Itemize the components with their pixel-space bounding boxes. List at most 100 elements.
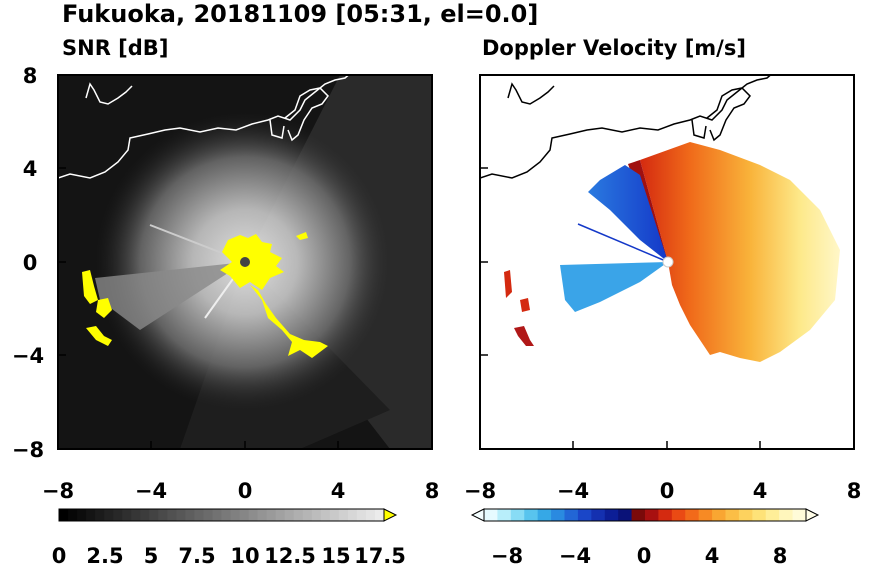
snr-west-beam (95, 262, 245, 330)
doppler-colorbar-segment (510, 509, 525, 521)
snr-cb-tick: 12.5 (264, 544, 316, 568)
snr-colorbar-segment (95, 509, 105, 521)
doppler-plot-area (480, 75, 854, 449)
snr-cb-tick: 15 (321, 544, 350, 568)
doppler-colorbar-segment (537, 509, 552, 521)
snr-high-west-2 (96, 298, 112, 318)
doppler-colorbar-labels: −8 −4 0 4 8 (491, 544, 787, 568)
snr-colorbar-segment (203, 509, 213, 521)
snr-cb-tick: 7.5 (178, 544, 215, 568)
doppler-beam-line (577, 223, 669, 263)
doppler-colorbar-segment (685, 509, 700, 521)
snr-xtick: 8 (425, 479, 440, 503)
snr-colorbar-segment (176, 509, 186, 521)
doppler-west-echo-1 (504, 270, 512, 298)
snr-colorbar-segment (230, 509, 241, 521)
snr-xtick: −4 (135, 479, 167, 503)
doppler-colorbar-frame (483, 508, 807, 522)
snr-panel-title: SNR [dB] (62, 36, 169, 60)
snr-colorbar-segment (68, 509, 78, 521)
doppler-colorbar-segment (712, 509, 726, 521)
snr-colorbar-segment (329, 509, 340, 521)
snr-xtick: 4 (331, 479, 346, 503)
snr-colorbar-segment (212, 509, 222, 521)
snr-high-west-3 (86, 326, 112, 346)
doppler-colorbar-segment (671, 509, 686, 521)
doppler-colorbar-segment (591, 509, 606, 521)
snr-cb-tick: 17.5 (354, 544, 406, 568)
snr-high-north (296, 232, 308, 240)
snr-colorbar-segment (59, 509, 69, 521)
doppler-panel-title: Doppler Velocity [m/s] (482, 36, 746, 60)
snr-axis-ticks (57, 74, 433, 450)
snr-radar-site (240, 257, 250, 267)
doppler-xtick: −4 (557, 479, 589, 503)
doppler-colorbar-segment (577, 509, 592, 521)
doppler-colorbar-segment (765, 509, 780, 521)
snr-colorbar-segment (104, 509, 114, 521)
snr-colorbar-segment (338, 509, 349, 521)
doppler-colorbar-segment (752, 509, 767, 521)
doppler-xtick: 4 (753, 479, 768, 503)
doppler-colorbar-segment (551, 509, 565, 521)
snr-colorbar-segment (149, 509, 159, 521)
snr-ytick: 4 (23, 157, 38, 181)
doppler-cb-tick: 4 (705, 544, 720, 568)
snr-colorbar-segment (284, 509, 295, 521)
snr-xtick: 0 (238, 479, 253, 503)
snr-y-tick-labels: 8 4 0 −4 −8 (12, 64, 44, 462)
snr-colorbar-segment (77, 509, 87, 521)
doppler-colorbar-segment (524, 509, 539, 521)
doppler-xtick: 8 (847, 479, 862, 503)
snr-colorbar-segment (194, 509, 204, 521)
snr-xtick: −8 (42, 479, 74, 503)
snr-high-west-1 (82, 270, 98, 304)
snr-coastline (58, 75, 350, 179)
doppler-colorbar-extend-max (805, 508, 820, 522)
snr-colorbar-segment (374, 509, 385, 521)
doppler-radar-site (662, 256, 674, 268)
snr-colorbar-segment (347, 509, 358, 521)
snr-ytick: −4 (12, 344, 44, 368)
doppler-receding-region (640, 142, 840, 362)
doppler-west-echo-3 (514, 326, 534, 346)
doppler-x-tick-labels: −8 −4 0 4 8 (464, 479, 861, 503)
snr-colorbar-segment (320, 509, 331, 521)
snr-high-core (220, 234, 284, 290)
doppler-approaching-west (560, 262, 668, 312)
snr-colorbar-segment (257, 509, 268, 521)
snr-high-southeast (250, 285, 328, 358)
snr-ytick: 8 (23, 64, 38, 88)
snr-colorbar-segment (356, 509, 367, 521)
snr-colorbar-segment (293, 509, 304, 521)
doppler-xtick: 0 (660, 479, 675, 503)
snr-x-tick-labels: −8 −4 0 4 8 (42, 479, 439, 503)
snr-ytick: 0 (23, 251, 38, 275)
snr-colorbar-segment (221, 509, 232, 521)
snr-colorbar-extend-max (383, 508, 398, 522)
snr-colorbar-segment (185, 509, 195, 521)
snr-colorbar-segment (167, 509, 177, 521)
snr-cb-tick: 0 (52, 544, 67, 568)
snr-colorbar-segment (365, 509, 376, 521)
doppler-cb-tick: −8 (491, 544, 523, 568)
snr-colorbar-segment (239, 509, 250, 521)
figure-title: Fukuoka, 20181109 [05:31, el=0.0] (62, 0, 539, 28)
doppler-axis-ticks (479, 74, 855, 450)
doppler-colorbar-segment (658, 509, 673, 521)
doppler-xtick: −8 (464, 479, 496, 503)
doppler-colorbar (470, 508, 820, 522)
snr-cb-tick: 5 (144, 544, 159, 568)
snr-colorbar-segment (266, 509, 277, 521)
snr-plot-area (58, 75, 432, 449)
snr-colorbar-segment (311, 509, 322, 521)
doppler-coastline (480, 75, 772, 179)
doppler-cb-tick: −4 (559, 544, 591, 568)
snr-colorbar-segment (140, 509, 150, 521)
doppler-colorbar-segment (631, 509, 646, 521)
doppler-colorbar-segment (738, 509, 753, 521)
doppler-cb-tick: 8 (773, 544, 788, 568)
snr-colorbar-segment (122, 509, 132, 521)
doppler-colorbar-extend-min (470, 508, 485, 522)
snr-ytick: −8 (12, 438, 44, 462)
